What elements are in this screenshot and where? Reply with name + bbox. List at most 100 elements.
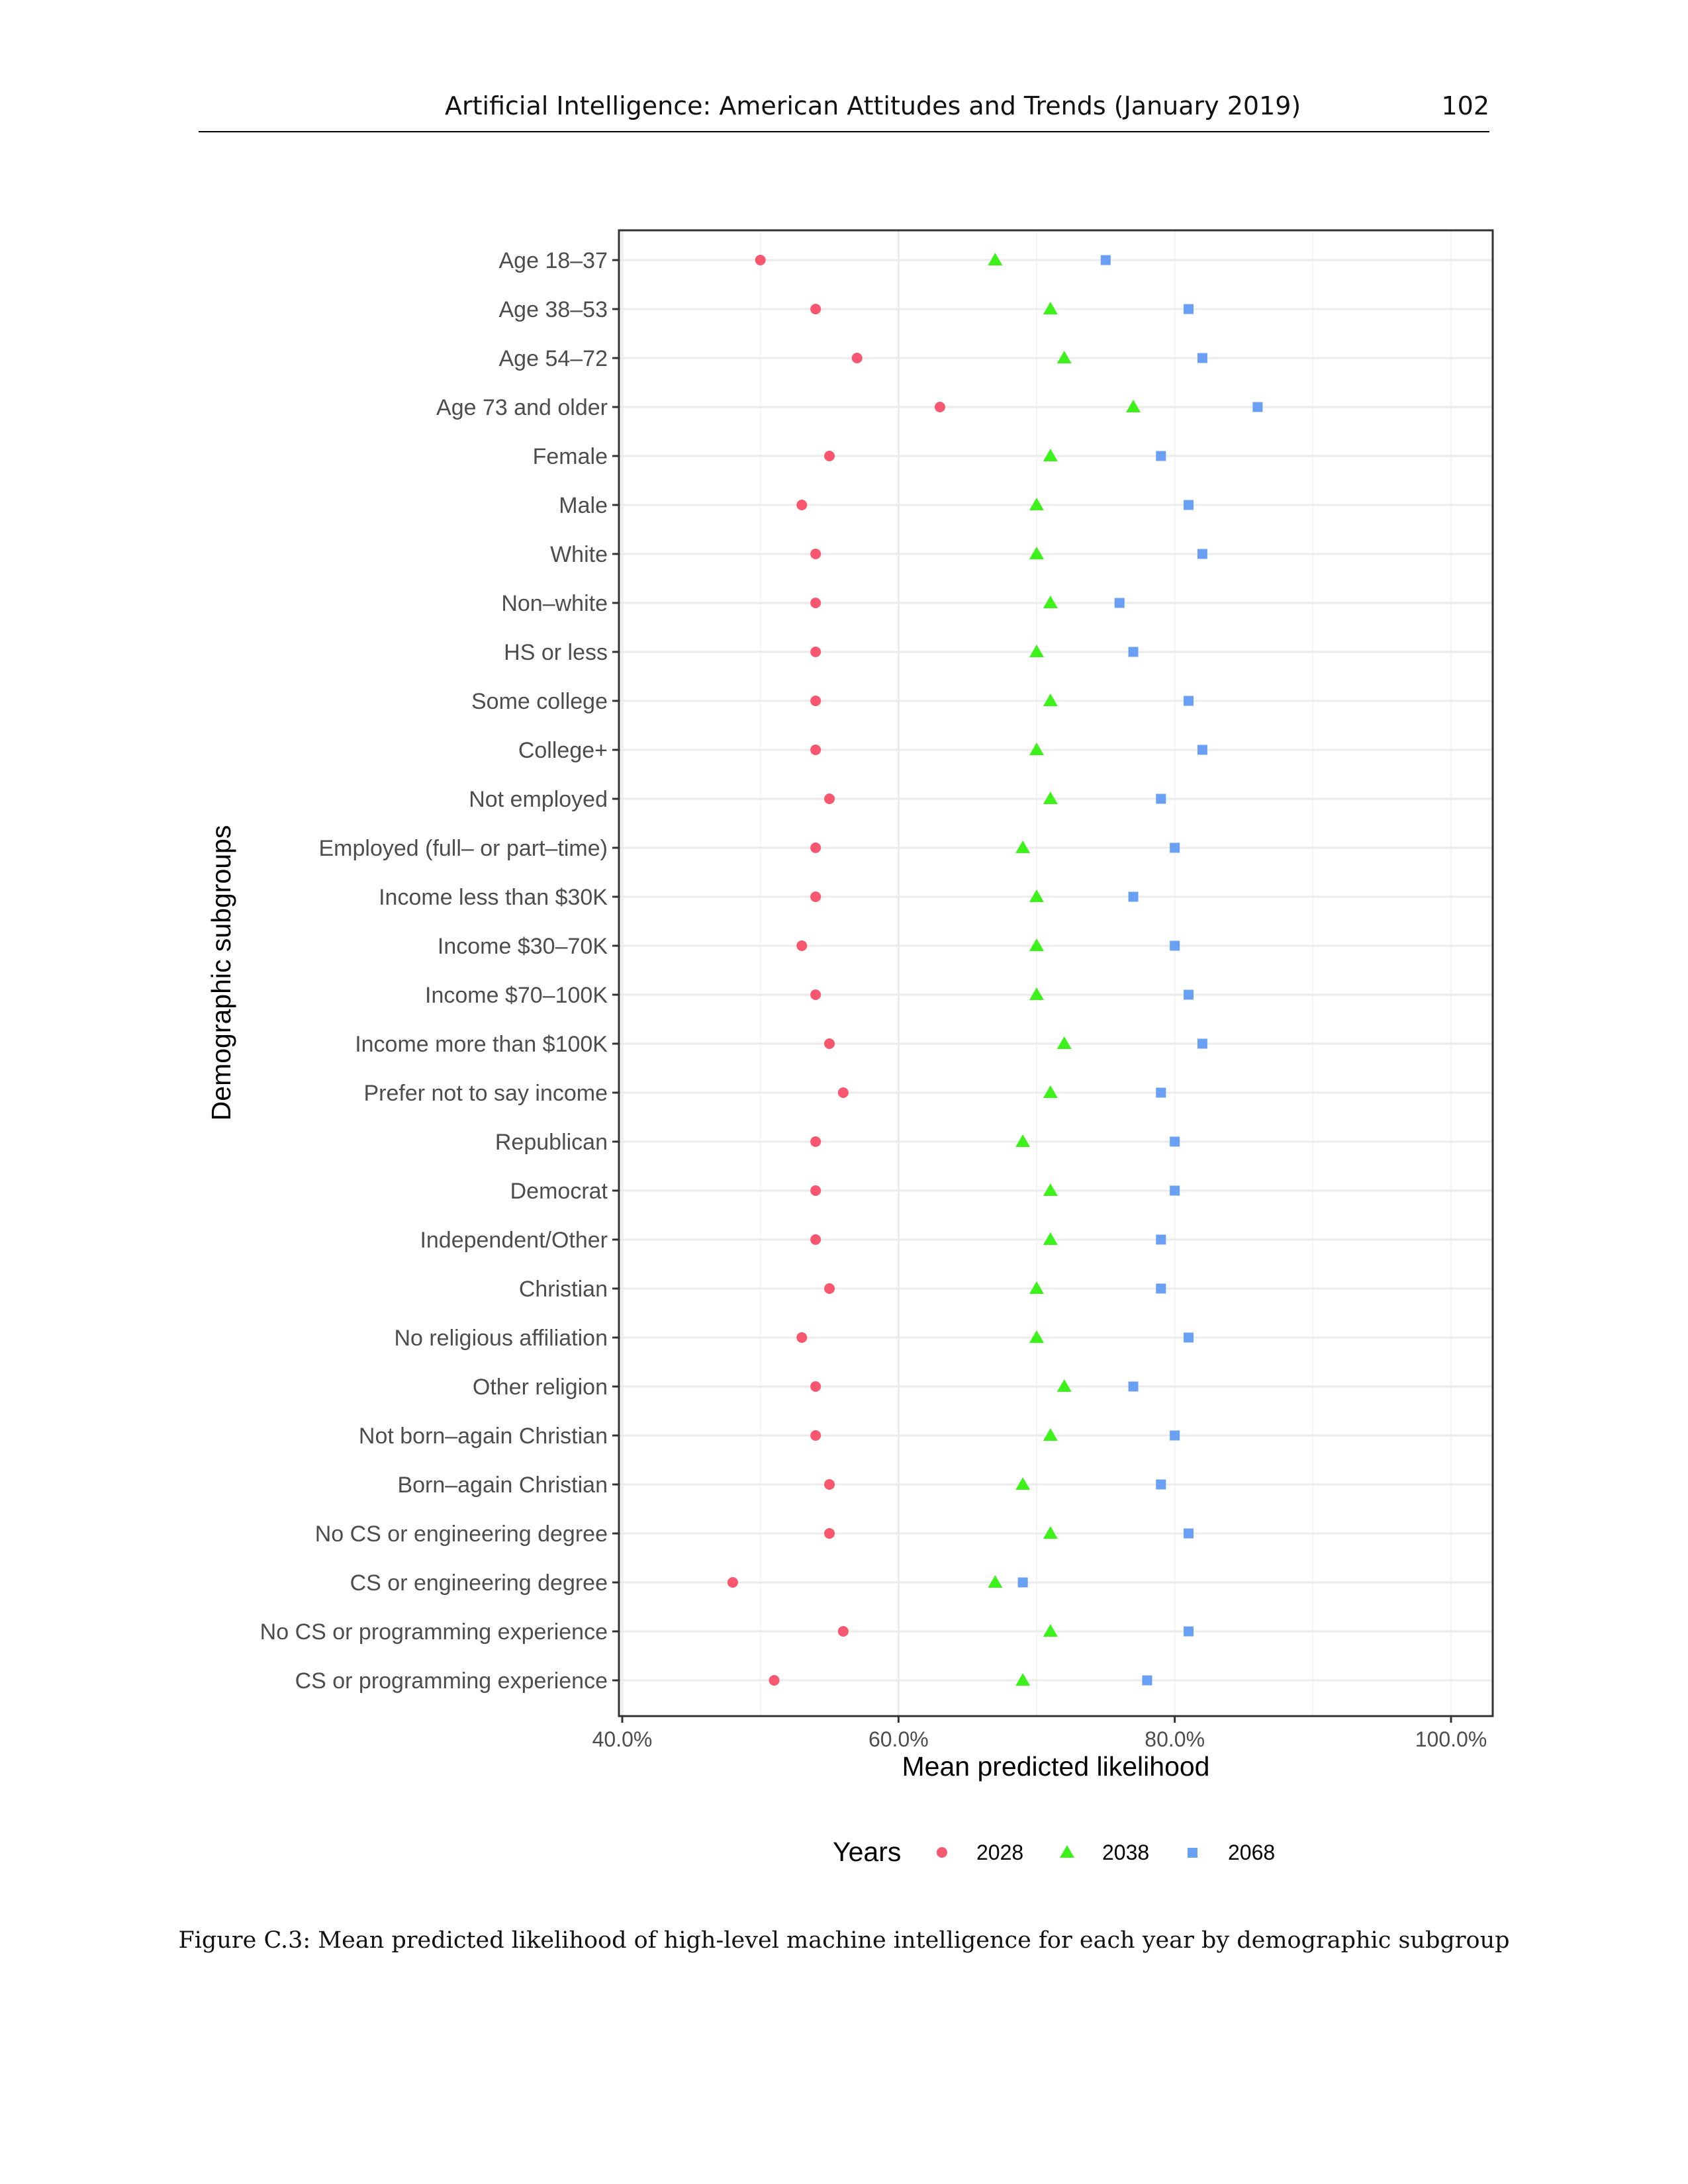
- point-2068: [1156, 794, 1166, 804]
- x-axis-title: Mean predicted likelihood: [902, 1751, 1210, 1782]
- point-2028: [824, 1479, 835, 1490]
- y-tick-label: Age 18–37: [499, 248, 608, 273]
- point-2068: [1197, 745, 1207, 755]
- point-2028: [810, 598, 821, 608]
- legend-label-2028: 2028: [976, 1841, 1023, 1864]
- point-2028: [755, 255, 766, 265]
- point-2068: [1184, 1332, 1194, 1343]
- point-2068: [1252, 402, 1263, 412]
- point-2068: [1156, 1087, 1166, 1098]
- point-2068: [1156, 1283, 1166, 1294]
- y-tick-label: Independent/Other: [420, 1228, 608, 1253]
- y-tick-label: Income more than $100K: [355, 1032, 608, 1057]
- point-2068: [1128, 647, 1139, 657]
- point-2028: [727, 1577, 738, 1588]
- point-2028: [796, 500, 808, 510]
- point-2068: [1184, 1528, 1194, 1539]
- point-2068: [1184, 1626, 1194, 1637]
- point-2068: [1170, 1430, 1180, 1441]
- point-2038: [1029, 1281, 1044, 1294]
- point-2068: [1114, 598, 1125, 608]
- point-2038: [1043, 1526, 1058, 1539]
- y-tick-label: CS or engineering degree: [350, 1570, 608, 1596]
- point-2028: [810, 647, 821, 657]
- point-2038: [1043, 449, 1058, 461]
- point-2028: [810, 842, 821, 853]
- point-2068: [1170, 940, 1180, 951]
- point-2028: [810, 745, 821, 755]
- point-2068: [1197, 353, 1207, 363]
- point-2028: [810, 1381, 821, 1392]
- point-2068: [1197, 1038, 1207, 1049]
- page-number: 102: [1441, 91, 1489, 120]
- y-tick-label: No CS or engineering degree: [315, 1522, 608, 1547]
- point-2028: [824, 1283, 835, 1294]
- point-2038: [1056, 1036, 1072, 1049]
- point-2028: [810, 1185, 821, 1196]
- y-tick-label: Income less than $30K: [379, 885, 608, 910]
- legend-key-2038: [1060, 1845, 1074, 1858]
- point-2068: [1128, 891, 1139, 902]
- point-2038: [1029, 498, 1044, 510]
- legend-key-2028: [937, 1847, 947, 1858]
- point-2028: [934, 402, 945, 412]
- point-2068: [1184, 304, 1194, 314]
- point-2038: [1043, 1085, 1058, 1098]
- point-2038: [1029, 645, 1044, 657]
- running-head-title: Artificial Intelligence: American Attitu…: [445, 91, 1301, 120]
- point-2068: [1184, 500, 1194, 510]
- y-tick-label: Female: [533, 444, 608, 469]
- plot-panel-border: [618, 229, 1494, 1717]
- point-2028: [837, 1087, 849, 1098]
- point-2038: [1043, 792, 1058, 804]
- point-2038: [988, 1575, 1003, 1588]
- point-2038: [1015, 1477, 1031, 1490]
- point-2028: [824, 1528, 835, 1539]
- point-2028: [769, 1675, 780, 1686]
- x-tick-label: 40.0%: [592, 1727, 653, 1751]
- y-tick-label: Christian: [519, 1277, 608, 1302]
- y-tick-label: Not born–again Christian: [359, 1424, 608, 1449]
- point-2068: [1017, 1577, 1028, 1588]
- point-2038: [1015, 1134, 1031, 1147]
- y-tick-label: Male: [559, 493, 608, 518]
- point-2028: [810, 549, 821, 559]
- point-2028: [837, 1626, 849, 1637]
- y-tick-label: Age 54–72: [499, 346, 608, 371]
- y-tick-label: Some college: [471, 689, 608, 714]
- y-tick-label: Age 38–53: [499, 297, 608, 322]
- y-tick-label: Not employed: [469, 787, 608, 812]
- y-tick-label: Other religion: [473, 1375, 608, 1400]
- y-tick-label: Non–white: [501, 591, 608, 616]
- point-2028: [824, 451, 835, 461]
- point-2038: [1126, 400, 1141, 412]
- point-2038: [1029, 743, 1044, 755]
- point-2028: [810, 304, 821, 314]
- y-tick-label: No religious affiliation: [394, 1326, 608, 1351]
- point-2068: [1184, 989, 1194, 1000]
- y-tick-label: Employed (full– or part–time): [318, 836, 608, 861]
- point-2038: [1029, 938, 1044, 951]
- point-2068: [1170, 1136, 1180, 1147]
- y-tick-label: Born–again Christian: [397, 1473, 608, 1498]
- point-2038: [1043, 1428, 1058, 1441]
- y-tick-label: Age 73 and older: [436, 395, 608, 420]
- point-2028: [824, 1038, 835, 1049]
- point-2068: [1156, 1479, 1166, 1490]
- point-2028: [796, 940, 808, 951]
- point-2038: [1043, 596, 1058, 608]
- y-tick-label: White: [550, 542, 608, 567]
- point-2038: [1029, 547, 1044, 559]
- point-2038: [1015, 1673, 1031, 1686]
- x-tick-label: 100.0%: [1415, 1727, 1487, 1751]
- y-tick-label: College+: [518, 738, 608, 763]
- y-tick-label: Republican: [495, 1130, 608, 1155]
- x-tick-label: 60.0%: [868, 1727, 929, 1751]
- point-2038: [1029, 987, 1044, 1000]
- figure-caption: Figure C.3: Mean predicted likelihood of…: [178, 1927, 1510, 1954]
- point-2068: [1156, 1234, 1166, 1245]
- point-2038: [1043, 1183, 1058, 1196]
- point-2038: [1043, 1232, 1058, 1245]
- point-2038: [1015, 841, 1031, 853]
- point-2038: [1056, 351, 1072, 363]
